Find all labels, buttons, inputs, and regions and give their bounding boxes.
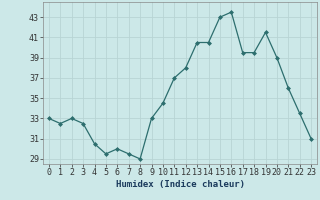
- X-axis label: Humidex (Indice chaleur): Humidex (Indice chaleur): [116, 180, 244, 189]
